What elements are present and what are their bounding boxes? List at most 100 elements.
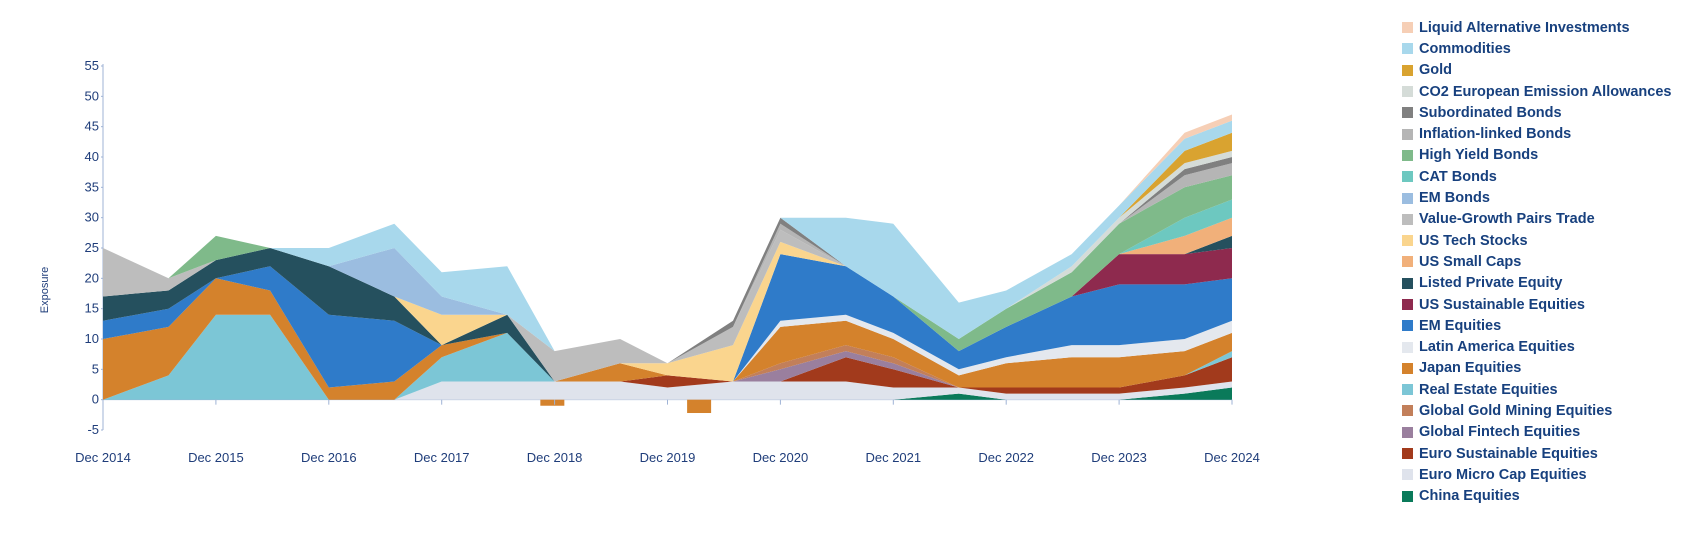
legend-item: Euro Micro Cap Equities (1402, 464, 1671, 485)
legend-swatch (1402, 22, 1413, 34)
x-tick-label: Dec 2023 (1091, 450, 1147, 465)
legend-label: US Sustainable Equities (1419, 296, 1585, 313)
legend-label: Liquid Alternative Investments (1419, 19, 1630, 36)
legend-swatch (1402, 192, 1413, 204)
legend-item: Real Estate Equities (1402, 379, 1671, 400)
legend-swatch (1402, 149, 1413, 161)
y-tick-label: 5 (92, 361, 99, 376)
y-tick-label: 25 (85, 240, 99, 255)
x-tick-label: Dec 2020 (753, 450, 809, 465)
x-tick-label: Dec 2015 (188, 450, 244, 465)
y-tick-label: 0 (92, 392, 99, 407)
y-axis-label: Exposure (39, 267, 51, 313)
y-tick-label: 30 (85, 210, 99, 225)
legend-swatch (1402, 86, 1413, 98)
legend-label: Subordinated Bonds (1419, 104, 1562, 121)
legend-label: Euro Sustainable Equities (1419, 445, 1598, 462)
series-area-china-equities (103, 387, 1232, 400)
legend-swatch (1402, 277, 1413, 289)
legend-label: Japan Equities (1419, 360, 1522, 377)
y-tick-label: 55 (85, 58, 99, 73)
legend-label: US Tech Stocks (1419, 232, 1528, 249)
y-tick-label: 10 (85, 331, 99, 346)
legend-swatch (1402, 426, 1413, 438)
legend-label: Global Fintech Equities (1419, 424, 1581, 441)
legend-item: Global Gold Mining Equities (1402, 400, 1671, 421)
series-area-em-equities (103, 254, 1232, 388)
series-area-real-estate-equities (103, 314, 1232, 400)
x-tick-label: Dec 2021 (865, 450, 921, 465)
legend-swatch (1402, 362, 1413, 374)
legend-item: CO2 European Emission Allowances (1402, 81, 1671, 102)
legend-item: CAT Bonds (1402, 166, 1671, 187)
legend-swatch (1402, 43, 1413, 55)
y-tick-label: -5 (87, 422, 99, 437)
y-tick-label: 40 (85, 149, 99, 164)
legend-swatch (1402, 341, 1413, 353)
legend-label: China Equities (1419, 488, 1520, 505)
x-tick-label: Dec 2014 (75, 450, 131, 465)
legend: Liquid Alternative Investments Commoditie… (1402, 17, 1671, 507)
legend-item: Listed Private Equity (1402, 273, 1671, 294)
series-area-listed-private-equity (103, 235, 1232, 382)
legend-item: Gold (1402, 60, 1671, 81)
legend-swatch (1402, 171, 1413, 183)
legend-item: Commodities (1402, 38, 1671, 59)
legend-label: Listed Private Equity (1419, 275, 1563, 292)
legend-label: Global Gold Mining Equities (1419, 402, 1613, 419)
legend-label: Commodities (1419, 40, 1511, 57)
x-tick-label: Dec 2019 (640, 450, 696, 465)
legend-label: Latin America Equities (1419, 339, 1575, 356)
legend-item: Value-Growth Pairs Trade (1402, 209, 1671, 230)
legend-label: EM Bonds (1419, 190, 1490, 207)
legend-item: High Yield Bonds (1402, 145, 1671, 166)
legend-swatch (1402, 107, 1413, 119)
legend-swatch (1402, 299, 1413, 310)
legend-label: CO2 European Emission Allowances (1419, 83, 1672, 100)
series-area-euro-sustainable-equities (103, 357, 1232, 400)
legend-label: Euro Micro Cap Equities (1419, 466, 1587, 483)
legend-swatch (1402, 213, 1413, 225)
legend-swatch (1402, 128, 1413, 140)
legend-item: EM Bonds (1402, 187, 1671, 208)
legend-label: CAT Bonds (1419, 168, 1497, 185)
legend-item: EM Equities (1402, 315, 1671, 336)
legend-item: Global Fintech Equities (1402, 422, 1671, 443)
legend-item: Liquid Alternative Investments (1402, 17, 1671, 38)
x-tick-label: Dec 2018 (527, 450, 583, 465)
y-tick-label: 50 (85, 88, 99, 103)
legend-swatch (1402, 64, 1413, 76)
legend-label: Real Estate Equities (1419, 381, 1558, 398)
series-area-euro-micro-cap-equities (103, 381, 1232, 400)
legend-swatch (1402, 469, 1413, 481)
x-tick-label: Dec 2017 (414, 450, 470, 465)
legend-label: Gold (1419, 62, 1453, 79)
legend-swatch (1402, 384, 1413, 396)
y-tick-label: 15 (85, 301, 99, 316)
legend-swatch (1402, 235, 1413, 247)
legend-item: Inflation-linked Bonds (1402, 123, 1671, 144)
y-tick-label: 20 (85, 270, 99, 285)
legend-item: Euro Sustainable Equities (1402, 443, 1671, 464)
y-tick-label: 45 (85, 119, 99, 134)
x-tick-label: Dec 2016 (301, 450, 357, 465)
series-area-us-sustainable-equities (103, 248, 1232, 382)
stacked-areas (103, 114, 1232, 414)
legend-label: EM Equities (1419, 317, 1502, 334)
legend-item: US Tech Stocks (1402, 230, 1671, 251)
legend-label: US Small Caps (1419, 253, 1522, 270)
legend-swatch (1402, 405, 1413, 417)
x-tick-label: Dec 2022 (978, 450, 1034, 465)
series-area-japan-equities (103, 278, 1232, 400)
legend-item: China Equities (1402, 486, 1671, 507)
negative-exposure-area (540, 399, 565, 406)
legend-swatch (1402, 320, 1413, 332)
legend-item: Subordinated Bonds (1402, 102, 1671, 123)
legend-swatch (1402, 256, 1413, 268)
legend-label: Inflation-linked Bonds (1419, 126, 1572, 143)
legend-item: Japan Equities (1402, 358, 1671, 379)
legend-item: Latin America Equities (1402, 336, 1671, 357)
negative-exposure-area (687, 399, 712, 414)
series-area-em-bonds (103, 217, 1232, 364)
